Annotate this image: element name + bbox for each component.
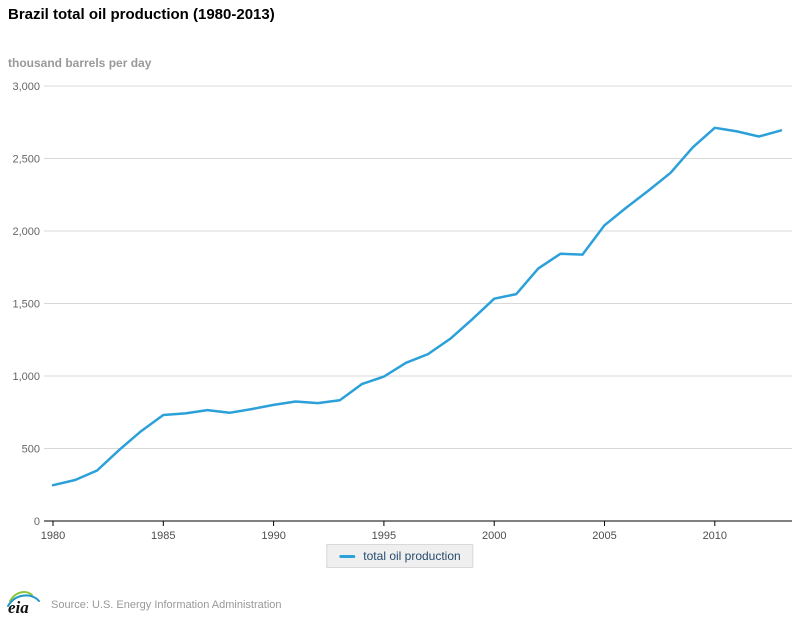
legend-label: total oil production [363,549,461,563]
x-axis-tick-label: 1980 [41,530,65,542]
y-axis-tick-label: 1,000 [12,371,40,383]
eia-logo: eia [7,591,40,615]
y-axis-tick-label: 500 [22,444,40,456]
y-axis-tick-label: 0 [34,516,40,528]
line-chart: 0 500 1,000 1,500 2,000 2,500 3,000 1980 1985 199… [12,81,792,542]
y-axis-tick-label: 1,500 [12,299,40,311]
y-axis-unit-label: thousand barrels per day [8,56,152,70]
y-axis-tick-label: 2,500 [12,154,40,166]
x-axis-tick-label: 1985 [151,530,175,542]
source-text: Source: U.S. Energy Information Administ… [51,599,282,611]
y-axis-tick-label: 2,000 [12,226,40,238]
y-axis-tick-label: 3,000 [12,81,40,93]
series-line-total-oil-production [51,126,783,487]
x-axis-tick-label: 1990 [261,530,285,542]
chart-title: Brazil total oil production (1980-2013) [8,6,275,23]
x-axis-tick-label: 2010 [703,530,727,542]
footer: eia Source: U.S. Energy Information Admi… [6,588,282,615]
x-axis-tick-label: 2005 [592,530,616,542]
x-axis-tick-label: 2000 [482,530,506,542]
eia-logo-text: eia [8,598,29,615]
x-axis-tick-label: 1995 [372,530,396,542]
legend-line-swatch [339,554,356,558]
legend[interactable]: total oil production [326,544,474,568]
